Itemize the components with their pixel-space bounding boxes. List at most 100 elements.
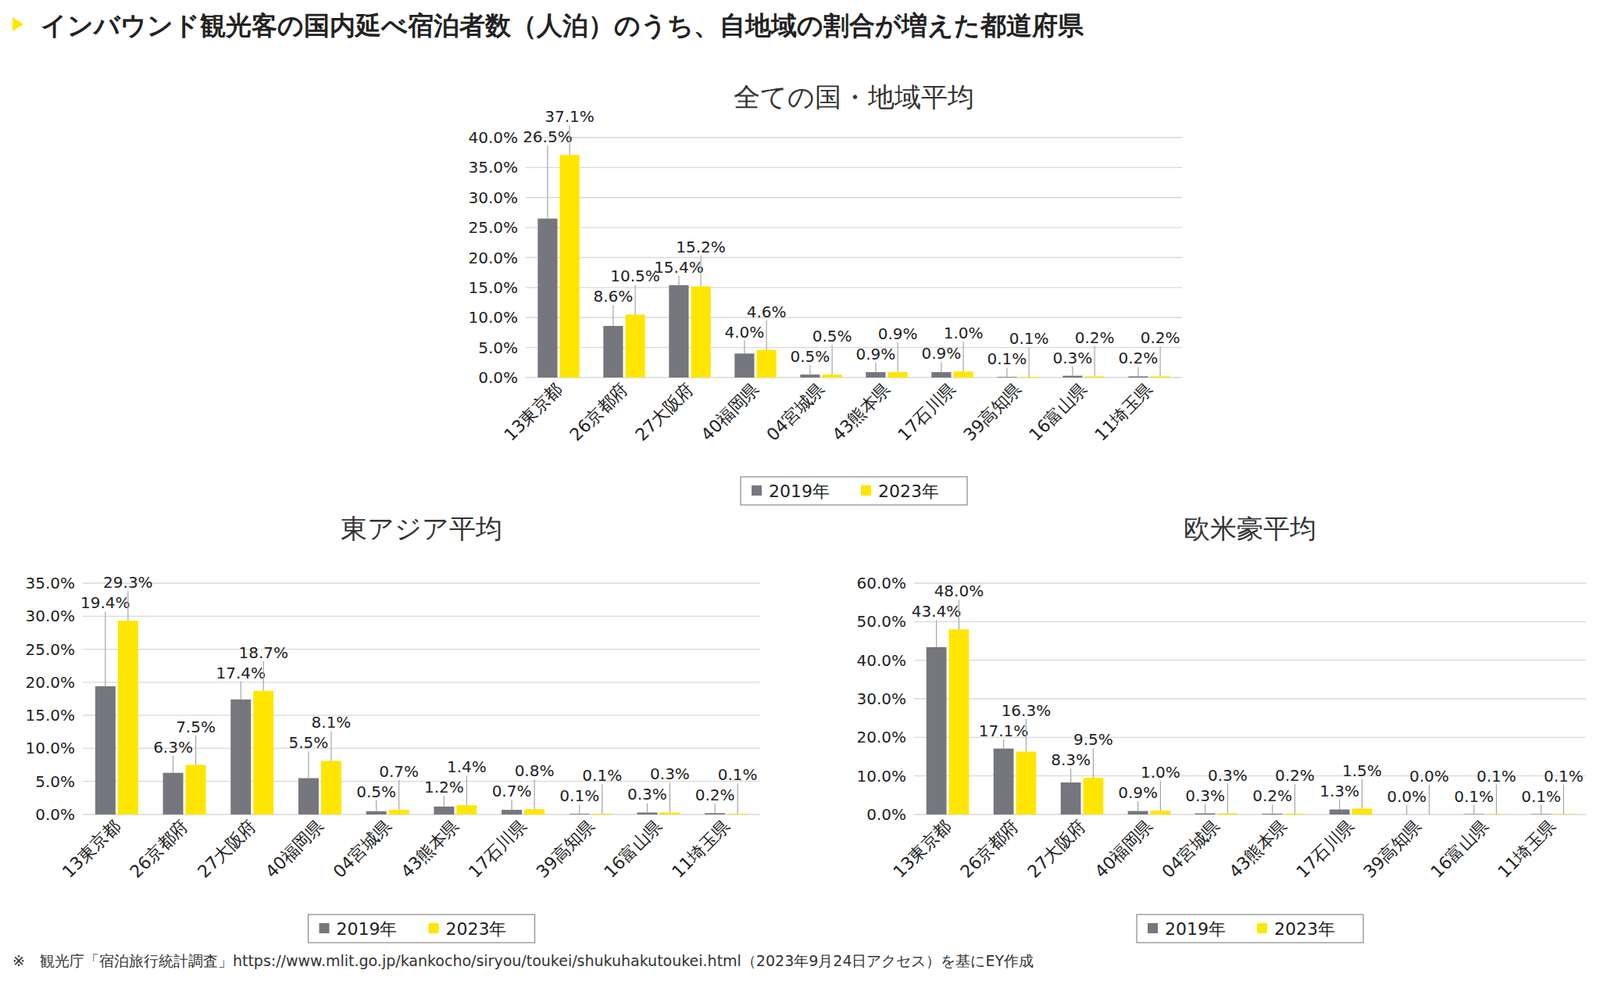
data-label: 17.4% [215,663,266,683]
page: インバウンド観光客の国内延べ宿泊者数（人泊）のうち、自地域の割合が増えた都道府県… [0,0,1600,988]
data-label: 8.1% [311,712,352,732]
x-tick-label: 39高知県 [1359,815,1425,882]
data-label: 0.0% [1409,766,1450,786]
leader-line [958,599,960,629]
legend-swatch [1147,922,1158,933]
grid-line [525,376,1183,378]
data-label: 0.3% [1207,765,1248,785]
x-tick-label: 13東京都 [58,815,125,882]
legend-label: 2019年 [768,481,830,501]
leader-line [1003,739,1004,749]
y-tick-label: 15.0% [467,278,518,297]
leader-line [104,610,106,686]
legend-label: 2023年 [1274,918,1336,939]
bar [456,804,477,815]
x-tick-label: 17石川県 [1292,815,1358,882]
data-label: 10.5% [610,266,661,286]
leader-line [875,362,876,372]
y-tick-label: 10.0% [856,766,907,786]
bar [1217,813,1239,815]
x-tick-label: 17石川県 [893,378,960,445]
data-label: 0.1% [1521,786,1561,806]
bar [253,690,274,815]
x-tick-label: 43熊本県 [396,815,463,882]
grid-line [525,226,1183,228]
x-tick-label: 26京都府 [125,815,192,882]
bar [757,350,777,378]
bar [537,218,558,378]
data-label: 0.1% [1543,766,1584,786]
leader-line [546,145,548,218]
bar [230,699,251,815]
bar [433,806,454,815]
legend-label: 2019年 [1164,918,1226,939]
leader-line [1204,803,1206,814]
bar [800,374,820,378]
chart-title: 全ての国・地域平均 [733,81,975,113]
data-label: 9.5% [1073,729,1114,749]
bar [1062,375,1083,378]
data-label: 6.3% [153,737,193,757]
data-label: 43.4% [911,601,962,621]
leader-line [962,341,964,372]
data-label: 0.0% [1386,786,1427,806]
y-tick-label: 0.0% [478,367,518,387]
leader-line [195,735,197,765]
y-tick-label: 5.0% [478,338,518,358]
leader-line [809,364,811,375]
leader-line [1339,799,1340,810]
x-tick-label: 04宮城県 [762,378,829,445]
leader-line [466,775,468,805]
bar [185,764,207,815]
legend-label: 2023年 [878,481,940,501]
bar [1060,782,1082,815]
leader-line [669,782,671,812]
bar [888,371,908,378]
leader-line [1428,784,1430,815]
legend-swatch [319,922,330,933]
y-tick-label: 40.0% [467,128,518,147]
bar [1083,777,1104,815]
y-tick-label: 60.0% [856,573,907,593]
legend-box [308,914,536,943]
leader-line [743,340,745,354]
leader-line [330,730,332,761]
data-label: 0.9% [855,344,896,364]
bar [865,371,886,378]
leader-line [1159,346,1161,376]
data-label: 0.9% [1117,782,1158,802]
data-label: 0.9% [878,324,918,343]
data-labels: 26.5%37.1%8.6%10.5%15.4%15.2%4.0%4.6%0.5… [522,107,1180,377]
grid-line [82,582,761,583]
y-tick-label: 35.0% [25,573,75,593]
legend: 2019年 2023年 [1136,914,1364,943]
data-label: 15.4% [653,257,704,277]
bar [560,154,580,378]
y-tick-label: 40.0% [856,650,907,670]
data-label: 16.3% [1001,700,1052,720]
data-label: 0.1% [986,349,1027,368]
data-label: 0.9% [921,343,961,363]
leader-line [375,800,377,811]
grid-line [82,681,761,683]
y-tick-label: 20.0% [856,727,907,747]
chart: 東アジア平均0.0%5.0%10.0%15.0%20.0%25.0%30.0%3… [25,512,761,943]
data-label: 8.3% [1050,750,1091,769]
bar [993,748,1015,815]
leader-line [1227,783,1229,814]
y-tick-label: 50.0% [856,611,907,631]
leader-line [1028,346,1029,377]
data-label: 15.2% [675,237,726,257]
leader-line [398,779,400,810]
bars [95,620,748,815]
leader-line [1070,767,1072,783]
leader-line [1071,366,1073,376]
data-label: 4.0% [724,322,765,342]
bar [734,353,754,378]
bar [1195,813,1216,815]
x-tick-label: 11埼玉県 [667,815,734,882]
data-label: 0.3% [1185,785,1225,805]
data-label: 0.5% [812,326,853,346]
grid-line [525,196,1183,198]
leader-line [940,361,942,372]
